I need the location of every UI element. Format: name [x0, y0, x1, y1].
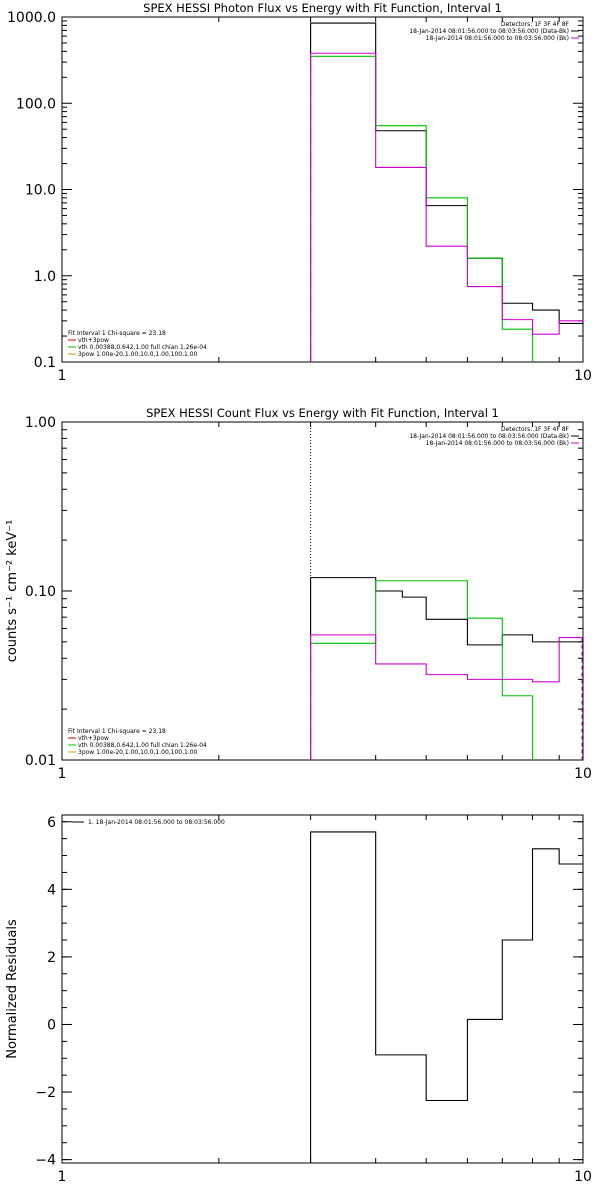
- legend-entry: 18-Jan-2014 08:01:56.000 to 08:03:56.000…: [409, 28, 569, 35]
- y-tick-label: 0.01: [25, 753, 56, 769]
- x-tick-label: 10: [574, 368, 592, 384]
- legend-entry: 18-Jan-2014 08:01:56.000 to 08:03:56.000…: [426, 35, 569, 42]
- plot-frame: [61, 814, 584, 1164]
- y-tick-label: −4: [35, 1153, 56, 1169]
- series-3-step-line: [310, 634, 583, 760]
- chart-3: 1 10 −4 −2 0 2 4 6 Normalized Residuals 1. 18-Jan…: [5, 814, 592, 1185]
- y-tick-label: 1.0: [34, 269, 56, 285]
- legend-entry: 1. 18-Jan-2014 08:01:56.000 to 08:03:56.…: [88, 819, 225, 826]
- legend-entry: vth 0.00388,0.642,1.00 full chian 1.26e-…: [78, 742, 207, 749]
- y-tick-label: 0: [47, 1017, 56, 1033]
- y-tick-label: 0.1: [34, 355, 56, 371]
- legend-entry: Fit Interval 1 Chi-square = 23.18: [68, 728, 166, 735]
- chart-1: 1 10 0.1 1.0 10.0 100.0 1000.0 SPEX HESSI Photo…: [7, 1, 592, 384]
- plot-frame: [61, 421, 584, 761]
- series-3-step-line: [310, 52, 583, 362]
- plot-frame: [61, 16, 584, 363]
- series-1-step-line: [310, 22, 583, 362]
- y-tick-label: 1.00: [25, 415, 56, 431]
- y-tick-label: 6: [47, 815, 56, 831]
- legend-entry: 18-Jan-2014 08:01:56.000 to 08:03:56.000…: [409, 433, 569, 440]
- chart-title: SPEX HESSI Count Flux vs Energy with Fit…: [146, 406, 499, 420]
- y-tick-label: 0.10: [25, 584, 56, 600]
- legend-entry: 3pow 1.00e-20,1.00,10.0,1.00,100,1.00: [78, 749, 198, 756]
- legend-entry: Detectors: 1F 3F 4F 8F: [501, 21, 570, 28]
- y-tick-label: 10.0: [25, 183, 56, 199]
- legend-entry: vth+3pow: [78, 337, 109, 344]
- legend-entry: Fit Interval 1 Chi-square = 23.18: [68, 330, 166, 337]
- y-tick-label: 2: [47, 950, 56, 966]
- series-1-step-line: [310, 577, 583, 760]
- legend-entry: Detectors: 1F 3F 4F 8F: [501, 426, 570, 433]
- y-axis-label: counts s⁻¹ cm⁻² keV⁻¹: [5, 520, 20, 663]
- x-tick-label: 1: [58, 368, 67, 384]
- x-tick-label: 1: [58, 1169, 67, 1185]
- series-2-step-line: [310, 580, 534, 760]
- x-tick-label: 10: [574, 1169, 592, 1185]
- legend-entry: 18-Jan-2014 08:01:56.000 to 08:03:56.000…: [426, 440, 569, 447]
- legend-entry: vth 0.00388,0.642,1.00 full chian 1.26e-…: [78, 344, 207, 351]
- legend-entry: vth+3pow: [78, 735, 109, 742]
- x-tick-label: 1: [58, 766, 67, 782]
- y-tick-label: 4: [47, 882, 56, 898]
- chart-title: SPEX HESSI Photon Flux vs Energy with Fi…: [143, 1, 502, 15]
- y-tick-label: 1000.0: [7, 10, 56, 26]
- series-2-step-line: [310, 55, 534, 362]
- y-tick-label: −2: [35, 1085, 56, 1101]
- series-1-step-line: [310, 831, 583, 1163]
- x-tick-label: 10: [574, 766, 592, 782]
- y-axis-label: Normalized Residuals: [5, 919, 20, 1059]
- chart-2: 1 10 0.01 0.10 1.00 SPEX HESSI Count Flux vs …: [5, 406, 592, 782]
- legend-entry: 3pow 1.00e-20,1.00,10.0,1.00,100,1.00: [78, 351, 198, 358]
- y-tick-label: 100.0: [16, 96, 56, 112]
